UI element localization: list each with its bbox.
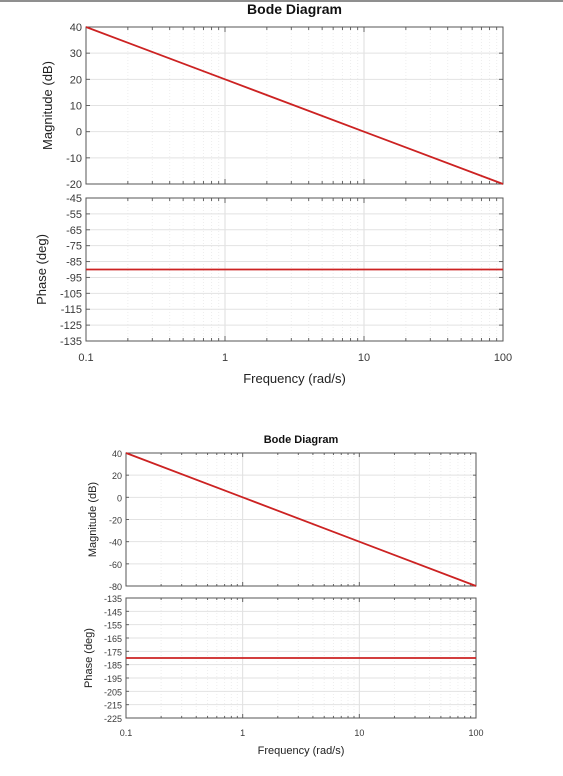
- magnitude-frame: [125, 452, 477, 587]
- magnitude-y-tick-label: -40: [109, 538, 122, 548]
- magnitude-y-tick-label: 40: [70, 22, 82, 34]
- phase-axis-label: Phase (deg): [83, 628, 95, 688]
- x-axis-label: Frequency (rad/s): [243, 371, 346, 386]
- phase-y-tick-label: -95: [66, 272, 82, 284]
- x-tick-label: 100: [494, 352, 512, 364]
- phase-y-tick-label: -115: [61, 304, 82, 316]
- phase-y-tick-label: -145: [104, 607, 122, 617]
- x-tick-label: 10: [358, 352, 370, 364]
- magnitude-y-tick-label: -20: [109, 516, 122, 526]
- phase-y-tick-label: -225: [104, 714, 122, 724]
- phase-y-tick-label: -205: [104, 687, 122, 697]
- phase-y-tick-label: -125: [60, 320, 82, 332]
- x-tick-label: 0.1: [120, 728, 133, 738]
- phase-y-tick-label: -65: [66, 225, 82, 237]
- x-tick-label: 1: [222, 352, 228, 364]
- phase-y-tick-label: -155: [104, 621, 122, 631]
- x-tick-label: 10: [354, 728, 364, 738]
- magnitude-y-tick-label: -20: [66, 179, 82, 191]
- phase-axis-label: Phase (deg): [34, 234, 49, 305]
- magnitude-y-tick-label: 0: [76, 127, 82, 139]
- chart-title: Bode Diagram: [247, 1, 342, 17]
- phase-panel: -45 -55 -65 -75 -85 -95 -105 -115 -125 -135 Phase …: [34, 193, 504, 348]
- x-tick-label: 1: [240, 728, 245, 738]
- phase-y-tick-label: -215: [104, 701, 122, 711]
- phase-y-tick-label: -175: [104, 647, 122, 657]
- phase-y-tick-label: -45: [66, 193, 82, 205]
- phase-y-tick-label: -165: [104, 634, 122, 644]
- phase-panel: -135 -145 -155 -165 -175 -185 -195 -205 -215 -225…: [83, 594, 477, 724]
- magnitude-frame: [85, 26, 504, 185]
- x-tick-label: 0.1: [78, 352, 93, 364]
- phase-y-tick-label: -85: [66, 257, 82, 269]
- magnitude-axis-label: Magnitude (dB): [87, 482, 99, 557]
- phase-y-tick-label: -185: [104, 661, 122, 671]
- magnitude-series-line: [125, 452, 477, 587]
- magnitude-y-tick-label: -80: [109, 582, 122, 592]
- magnitude-y-tick-label: 20: [112, 471, 122, 481]
- magnitude-series-line: [85, 26, 504, 185]
- x-tick-label: 100: [468, 728, 483, 738]
- phase-y-tick-label: -135: [104, 594, 122, 604]
- magnitude-panel: 40 20 0 -20 -40 -60 -80 Magnitude (dB): [87, 449, 477, 592]
- window-top-border: [0, 0, 563, 2]
- phase-y-tick-label: -135: [60, 336, 82, 348]
- phase-y-tick-label: -55: [66, 209, 82, 221]
- magnitude-y-tick-label: -60: [109, 560, 122, 570]
- phase-y-tick-label: -75: [66, 241, 82, 253]
- x-axis-label: Frequency (rad/s): [258, 745, 345, 757]
- magnitude-y-tick-label: 0: [117, 493, 122, 503]
- phase-y-tick-label: -195: [104, 674, 122, 684]
- magnitude-y-tick-label: 10: [70, 101, 82, 113]
- magnitude-y-tick-label: 20: [70, 74, 82, 86]
- phase-y-tick-label: -105: [60, 288, 82, 300]
- magnitude-panel: 40 30 20 10 0 -10 -20 Magnitude (dB): [40, 22, 504, 191]
- magnitude-y-tick-label: 40: [112, 449, 122, 459]
- chart-title: Bode Diagram: [264, 434, 339, 446]
- magnitude-y-tick-label: 30: [70, 48, 82, 60]
- magnitude-y-tick-label: -10: [66, 153, 82, 165]
- magnitude-axis-label: Magnitude (dB): [40, 61, 55, 150]
